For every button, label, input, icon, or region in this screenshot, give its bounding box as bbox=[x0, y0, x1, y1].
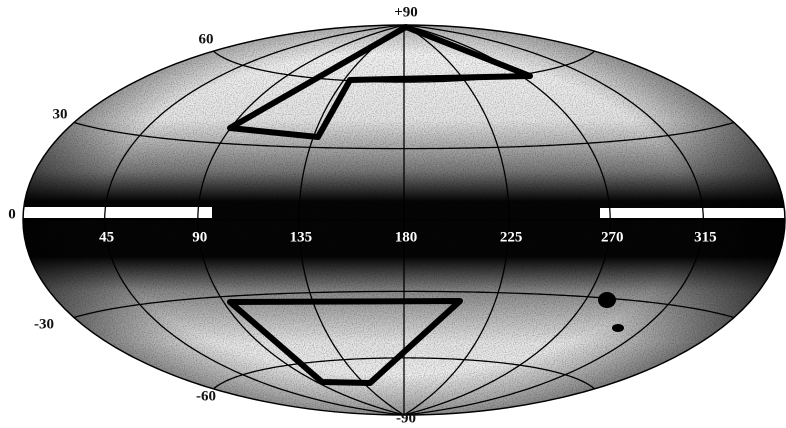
equator-gap bbox=[600, 208, 785, 218]
longitude-label: 180 bbox=[395, 229, 418, 245]
parallel bbox=[213, 50, 595, 83]
longitude-label: 135 bbox=[290, 229, 313, 245]
latitude-label: -30 bbox=[34, 316, 54, 332]
graticule bbox=[23, 24, 785, 416]
longitude-label: 315 bbox=[694, 229, 717, 245]
parallel bbox=[73, 121, 735, 150]
latitude-label: -90 bbox=[396, 410, 416, 426]
parallel bbox=[213, 357, 595, 390]
north-survey-region bbox=[227, 24, 533, 140]
parallel bbox=[73, 290, 735, 319]
longitude-label: 270 bbox=[601, 229, 624, 245]
longitude-label: 225 bbox=[500, 229, 523, 245]
longitude-label: 45 bbox=[99, 229, 114, 245]
south-survey-region bbox=[227, 298, 463, 386]
latitude-label: +90 bbox=[394, 4, 418, 20]
latitude-label: 30 bbox=[53, 106, 68, 122]
equator-gap bbox=[23, 207, 212, 218]
latitude-label: 60 bbox=[199, 31, 214, 47]
longitude-label: 90 bbox=[192, 229, 207, 245]
latitude-label: 0 bbox=[8, 206, 16, 222]
labels: +90 60 30 0 -30 -60 -90 45 90 135 180 225 270 315 bbox=[8, 4, 716, 426]
latitude-label: -60 bbox=[196, 388, 216, 404]
